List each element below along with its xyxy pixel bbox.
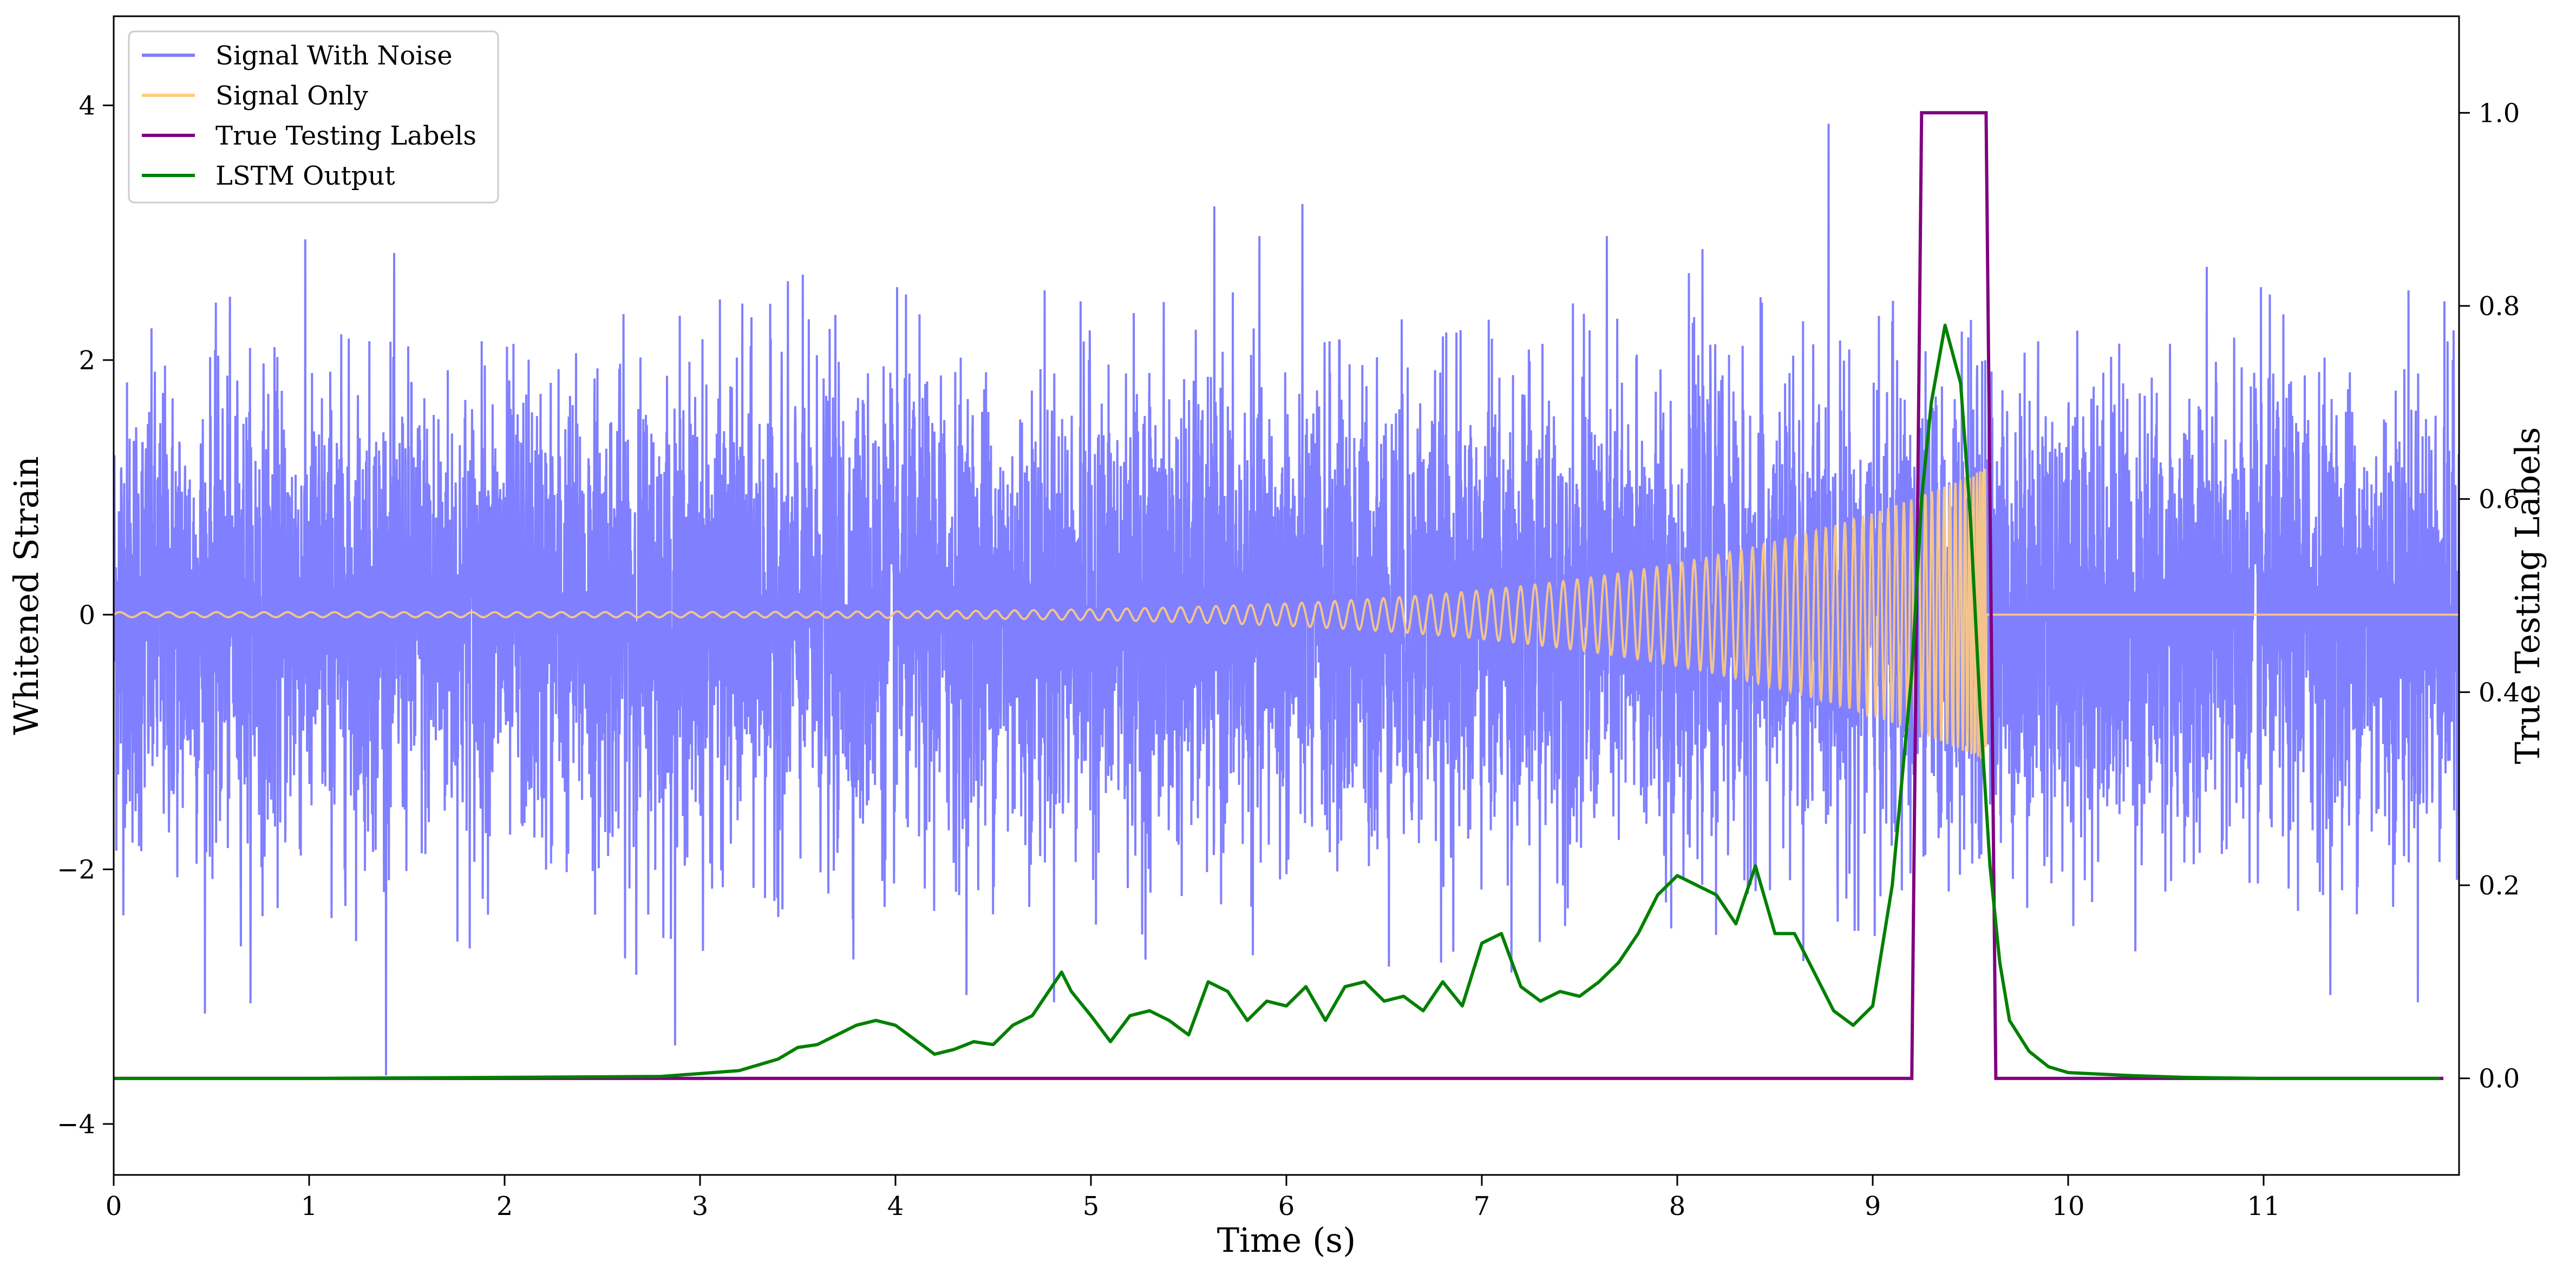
x-tick-label: 3 [692,1191,709,1221]
y-left-tick-label: 0 [79,600,95,630]
legend-entry-true-testing-labels: True Testing Labels [142,121,476,151]
y-right-tick-label: 0.4 [2479,677,2520,708]
x-tick-label: 1 [301,1191,318,1221]
plot-area [114,111,2459,1080]
x-tick-label: 6 [1278,1191,1295,1221]
x-axis-title: Time (s) [1217,1220,1356,1260]
x-tick-label: 4 [887,1191,904,1221]
x-tick-label: 10 [2051,1191,2084,1221]
y-right-tick-label: 0.2 [2479,871,2520,901]
x-tick-label: 5 [1083,1191,1100,1221]
y-right-tick-label: 1.0 [2479,98,2520,128]
y-axis-left-title: Whitened Strain [6,456,46,735]
legend-entry-signal-with-noise: Signal With Noise [142,41,453,71]
x-axis: 0 1 2 3 4 5 6 7 8 9 10 11 [106,1175,2280,1221]
x-tick-label: 2 [496,1191,513,1221]
y-axis-left: 4 2 0 −2 −4 [57,91,114,1140]
series-signal-with-noise [114,123,2459,1076]
legend-label: LSTM Output [215,161,395,191]
y-axis-right: 1.0 0.8 0.6 0.4 0.2 0.0 [2459,98,2520,1094]
y-left-tick-label: −4 [57,1109,95,1140]
legend-label: Signal Only [215,81,368,111]
y-right-tick-label: 0.0 [2479,1064,2520,1094]
y-axis-right-title: True Testing Labels [2508,427,2547,765]
legend-label: True Testing Labels [215,121,476,151]
legend-label: Signal With Noise [215,41,453,71]
x-tick-label: 7 [1474,1191,1490,1221]
series-signal-only [114,468,2459,759]
x-tick-label: 0 [106,1191,122,1221]
series-true-testing-labels [114,111,2444,1080]
y-right-tick-label: 0.8 [2479,291,2520,322]
legend: Signal With Noise Signal Only True Testing… [128,30,499,204]
legend-entry-signal-only: Signal Only [142,81,368,111]
x-tick-label: 11 [2247,1191,2280,1221]
x-tick-label: 9 [1865,1191,1881,1221]
y-right-tick-label: 0.6 [2479,485,2520,515]
y-left-tick-label: −2 [57,855,95,885]
series-lstm-output [114,323,2440,1080]
legend-entry-lstm-output: LSTM Output [142,161,395,191]
x-tick-label: 8 [1669,1191,1686,1221]
legend-box [128,30,499,204]
y-left-tick-label: 4 [79,91,95,121]
y-left-tick-label: 2 [79,345,95,376]
